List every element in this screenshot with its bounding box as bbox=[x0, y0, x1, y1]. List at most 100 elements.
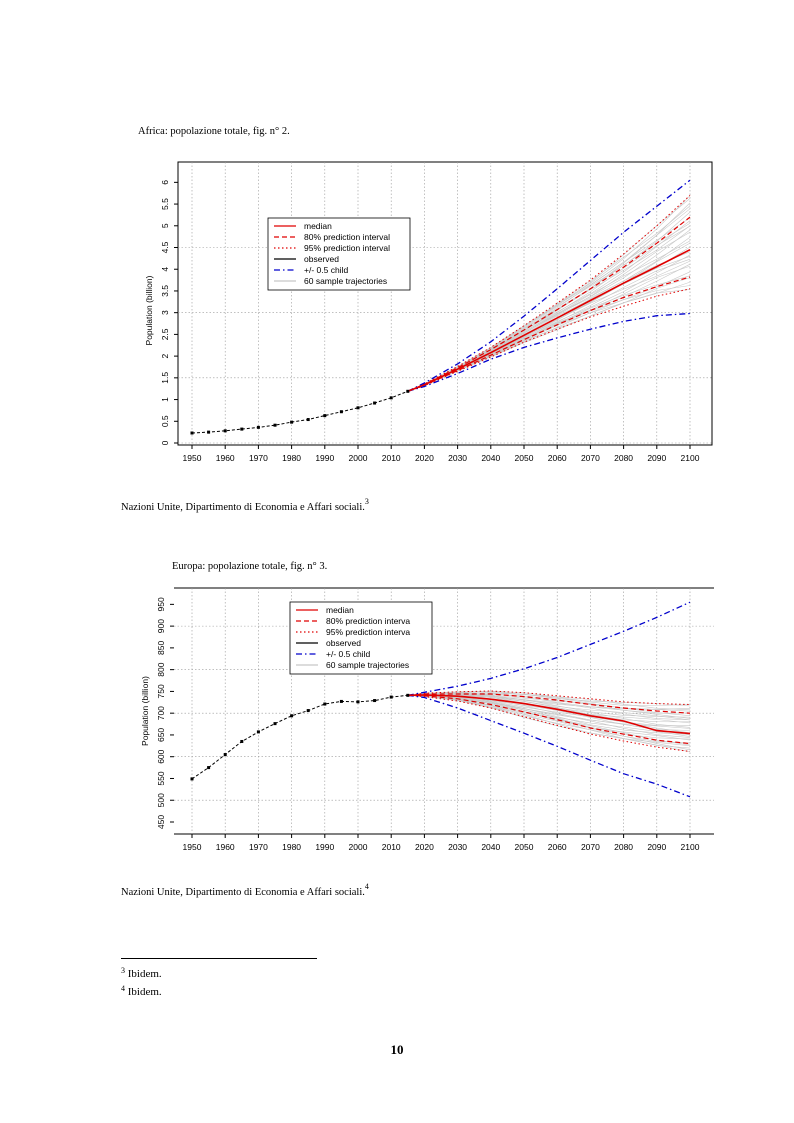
figure2-caption: Europa: popolazione totale, fig. n° 3. bbox=[172, 561, 328, 572]
x-tick-label: 2060 bbox=[548, 453, 567, 463]
footnote-4: 4 Ibidem. bbox=[121, 984, 162, 998]
legend-box bbox=[289, 601, 433, 675]
sample-trajectory bbox=[407, 225, 691, 392]
x-tick-label: 2100 bbox=[681, 842, 700, 852]
x-tick-label: 2020 bbox=[415, 842, 434, 852]
observed-point bbox=[356, 406, 360, 410]
plot-frame bbox=[177, 161, 713, 446]
x-tick-label: 2080 bbox=[614, 453, 633, 463]
footnote-rule bbox=[121, 958, 317, 959]
y-tick-label: 800 bbox=[156, 662, 166, 676]
figure1-source: Nazioni Unite, Dipartimento di Economia … bbox=[121, 497, 369, 513]
observed-line bbox=[191, 694, 408, 780]
median-line bbox=[407, 694, 691, 735]
footnote-3-number: 3 bbox=[121, 966, 125, 975]
observed-point bbox=[256, 425, 260, 429]
y-tick-label: 4 bbox=[160, 267, 170, 272]
half-child-upper bbox=[407, 601, 691, 696]
95-interval-upper bbox=[407, 195, 691, 392]
x-tick-label: 2050 bbox=[515, 842, 534, 852]
legend-label: observed bbox=[304, 254, 339, 264]
observed-point bbox=[207, 430, 211, 434]
x-tick-label: 2030 bbox=[448, 453, 467, 463]
y-tick-label: 5 bbox=[160, 223, 170, 228]
observed-point bbox=[339, 699, 343, 703]
y-tick-label: 750 bbox=[156, 684, 166, 698]
x-tick-label: 2020 bbox=[415, 453, 434, 463]
figure1-caption: Africa: popolazione totale, fig. n° 2. bbox=[138, 126, 290, 137]
x-tick-label: 2010 bbox=[382, 842, 401, 852]
observed-point bbox=[223, 753, 227, 757]
x-tick-label: 2000 bbox=[349, 453, 368, 463]
footnote-4-number: 4 bbox=[121, 984, 125, 993]
sample-trajectory bbox=[407, 195, 691, 392]
observed-point bbox=[240, 739, 244, 743]
80-interval-lower bbox=[407, 694, 691, 745]
y-tick-label: 500 bbox=[156, 793, 166, 807]
observed-point bbox=[406, 693, 410, 697]
y-tick-label: 2.5 bbox=[160, 328, 170, 340]
y-tick-label: 4.5 bbox=[160, 241, 170, 253]
legend-label: 95% prediction interval bbox=[304, 243, 390, 253]
y-tick-label: 3.5 bbox=[160, 285, 170, 297]
sample-trajectory bbox=[407, 695, 691, 744]
legend-label: 95% prediction interva bbox=[326, 627, 410, 637]
sample-trajectory bbox=[407, 208, 691, 392]
page-number: 10 bbox=[390, 1042, 404, 1057]
sample-trajectory bbox=[407, 222, 691, 392]
legend-box bbox=[267, 217, 411, 291]
x-tick-label: 1980 bbox=[282, 842, 301, 852]
y-tick-label: 2 bbox=[160, 353, 170, 358]
observed-line bbox=[191, 390, 408, 434]
x-tick-label: 1960 bbox=[216, 842, 235, 852]
observed-point bbox=[323, 702, 327, 706]
europe-population-chart: 1950 1960 1970 1980 1990 2000 2010 2020 2030 2040… bbox=[140, 587, 714, 852]
figure2-source-text: Nazioni Unite, Dipartimento di Economia … bbox=[121, 887, 365, 898]
x-tick-label: 1960 bbox=[216, 453, 235, 463]
observed-point bbox=[306, 709, 310, 713]
observed-point bbox=[190, 777, 194, 781]
observed-point bbox=[406, 389, 410, 393]
y-tick-label: 450 bbox=[156, 815, 166, 829]
legend-label: 80% prediction interval bbox=[304, 232, 390, 242]
95-interval-lower bbox=[407, 694, 691, 752]
observed-point bbox=[356, 700, 360, 704]
sample-trajectory bbox=[407, 695, 691, 738]
legend-label: median bbox=[326, 605, 354, 615]
y-tick-label: 1.5 bbox=[160, 372, 170, 384]
observed-point bbox=[306, 418, 310, 422]
legend-label: observed bbox=[326, 638, 361, 648]
x-tick-label: 2040 bbox=[481, 453, 500, 463]
observed-point bbox=[373, 401, 377, 405]
80-interval-upper bbox=[407, 693, 691, 714]
observed-point bbox=[339, 410, 343, 414]
observed-point bbox=[273, 423, 277, 427]
observed-point bbox=[240, 427, 244, 431]
x-tick-label: 1970 bbox=[249, 842, 268, 852]
observed-point bbox=[207, 766, 211, 770]
x-tick-label: 2090 bbox=[647, 453, 666, 463]
y-tick-label: 650 bbox=[156, 728, 166, 742]
sample-trajectory bbox=[407, 225, 691, 392]
sample-trajectories bbox=[407, 195, 691, 392]
y-tick-label: 5.5 bbox=[160, 198, 170, 210]
x-tick-label: 2060 bbox=[548, 842, 567, 852]
y-tick-label: 600 bbox=[156, 749, 166, 763]
legend-label: +/- 0.5 child bbox=[326, 649, 370, 659]
half-child-lower bbox=[407, 694, 691, 798]
observed-point bbox=[256, 730, 260, 734]
observed-point bbox=[190, 431, 194, 435]
observed-point bbox=[290, 714, 294, 718]
sample-trajectory bbox=[407, 240, 691, 392]
y-tick-label: 0 bbox=[160, 440, 170, 445]
observed-point bbox=[389, 396, 393, 400]
y-tick-label: 950 bbox=[156, 597, 166, 611]
95-interval-upper bbox=[407, 690, 691, 705]
x-tick-label: 1990 bbox=[315, 453, 334, 463]
legend-label: +/- 0.5 child bbox=[304, 265, 348, 275]
y-tick-label: 850 bbox=[156, 641, 166, 655]
observed-point bbox=[223, 429, 227, 433]
x-tick-label: 1980 bbox=[282, 453, 301, 463]
